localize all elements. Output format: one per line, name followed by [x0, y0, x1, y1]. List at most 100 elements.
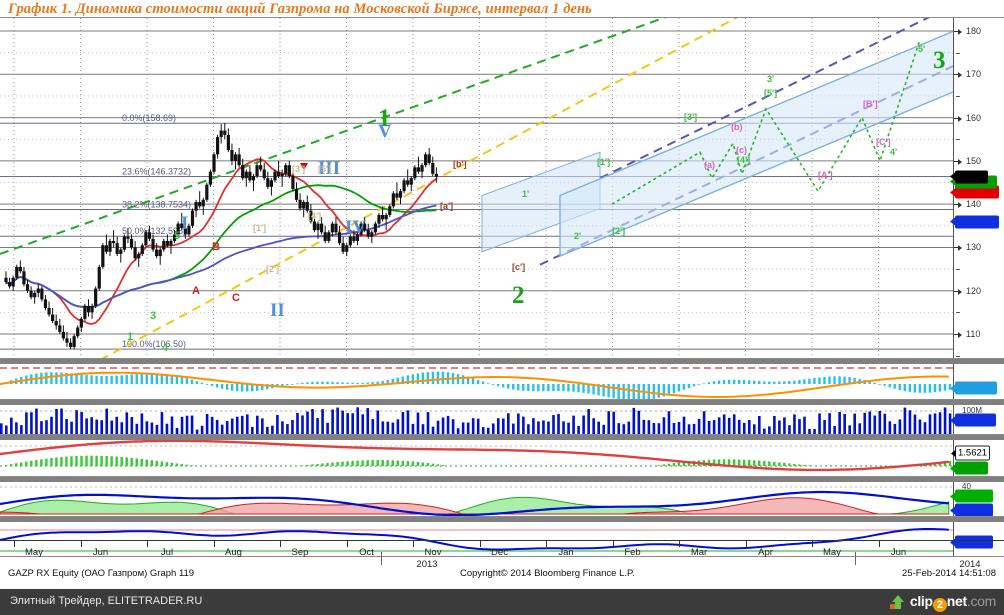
wave-label: 1	[378, 105, 391, 132]
page-title: График 1. Динамика стоимости акций Газпр…	[8, 1, 592, 17]
wave-label: [1']	[253, 223, 267, 233]
price-axis[interactable]: 180170160150140130120110146.35145.157714…	[949, 18, 1004, 358]
time-tick	[745, 540, 747, 547]
wave-label: (c)	[736, 145, 747, 155]
wave-label: [A']	[818, 170, 833, 180]
price-tick-label: 170	[966, 69, 982, 80]
fib-label: 23.6%(146.3732)	[122, 167, 191, 177]
wave-label: 5'	[918, 44, 926, 54]
price-minor-tick	[956, 139, 960, 141]
wave-label: III	[318, 158, 341, 179]
time-tick	[80, 540, 82, 547]
momentum-panel: 1.5621 0.1687	[0, 435, 1004, 477]
macd-axis[interactable]: -15.3748	[950, 364, 1004, 399]
month-label: May	[25, 547, 43, 558]
dmi-plot-area[interactable]	[0, 482, 954, 516]
price-tick-label: 140	[966, 199, 982, 210]
price-tick	[954, 332, 962, 339]
logo-text: clip 2 net.com	[909, 592, 996, 612]
rsi-plot-area[interactable]	[0, 522, 954, 556]
wave-label: [1']	[597, 157, 611, 167]
time-tick	[679, 540, 680, 547]
price-tick	[954, 115, 962, 122]
wave-label: [2']	[612, 226, 626, 236]
wave-label: I	[181, 213, 189, 234]
year-sep-2014	[855, 552, 856, 565]
price-minor-tick	[956, 269, 960, 271]
price-badge: 146.35	[949, 170, 989, 184]
volume-axis[interactable]: 100M 37.449M	[950, 405, 1004, 434]
month-label: Nov	[424, 547, 442, 558]
price-tick-label: 160	[966, 112, 982, 123]
price-tick	[954, 28, 962, 35]
dmi-plus-badge: 26.1455	[949, 489, 994, 503]
price-tick	[954, 245, 962, 252]
time-axis[interactable]: May Jun Jul Aug Sep Oct Nov Dec Jan Feb Mar Apr May J…	[0, 540, 1004, 570]
candlesticks	[4, 123, 438, 350]
macd-plot-area[interactable]	[0, 364, 954, 399]
year-label-2014: 2014	[959, 559, 981, 570]
price-tick-label: 150	[966, 155, 982, 166]
wave-label: II	[270, 300, 285, 321]
wave-label: A	[192, 285, 200, 297]
wave-label: (b)	[731, 122, 743, 132]
price-tick	[954, 202, 962, 209]
momentum-axis[interactable]: 1.5621 0.1687	[949, 440, 1004, 476]
fib-label: 100.0%(106.50)	[122, 339, 186, 349]
price-plot-area[interactable]: 0.0%(158.69) 23.6%(146.3732) 38.2%(138.753…	[0, 18, 954, 358]
wave-label: 3	[150, 310, 157, 322]
momentum-plot-area[interactable]	[0, 440, 954, 476]
momentum-signal-badge: 0.1687	[949, 461, 989, 475]
time-tick	[479, 540, 481, 547]
fib-label: 38.2%(138.7534)	[122, 200, 191, 210]
volume-value-badge: 37.449M	[950, 413, 996, 427]
wave-label: 4'	[890, 147, 898, 157]
wave-label: [3']	[684, 112, 698, 122]
dmi-panel: 40 26.1455 13.9797	[0, 477, 1004, 517]
volume-chart	[0, 407, 954, 434]
macd-panel: -15.3748	[0, 359, 1004, 400]
time-tick	[612, 540, 614, 547]
wave-label: [4']	[737, 155, 751, 165]
wave-label: [5']	[764, 88, 778, 98]
month-label: Apr	[758, 547, 773, 558]
dmi-axis[interactable]: 40 26.1455 13.9797	[949, 482, 1004, 516]
dmi-chart	[0, 486, 954, 516]
clip2net-logo[interactable]: clip 2 net.com	[889, 592, 996, 612]
time-tick	[413, 540, 414, 547]
upload-arrow-icon	[889, 595, 904, 609]
price-chart: 0.0%(158.69) 23.6%(146.3732) 38.2%(138.753…	[0, 18, 954, 358]
price-tick-label: 120	[966, 285, 982, 296]
rsi-axis[interactable]: 50.2332	[949, 522, 1004, 556]
month-label: Jan	[558, 547, 574, 558]
price-tick-label: 180	[966, 25, 982, 36]
wave-label: [b']	[453, 159, 467, 169]
chart-frame: 0.0%(158.69) 23.6%(146.3732) 38.2%(138.753…	[0, 17, 1004, 557]
volume-top-label: 100M	[962, 406, 983, 415]
volume-plot-area[interactable]	[0, 405, 954, 434]
wave-label: [4']	[308, 211, 322, 221]
price-tick-label: 110	[966, 329, 981, 340]
month-label: May	[823, 547, 841, 558]
time-tick	[346, 540, 348, 547]
time-tick	[213, 540, 215, 547]
wave-label: B	[212, 241, 220, 253]
fib-label: 50.0%(132.595)	[122, 226, 186, 236]
macd-value-badge: -15.3748	[950, 381, 997, 395]
rsi-panel: 50.2332	[0, 517, 1004, 557]
price-panel: 0.0%(158.69) 23.6%(146.3732) 38.2%(138.753…	[0, 17, 1004, 359]
momentum-value-badge: 1.5621	[950, 445, 991, 461]
wave-label: 3'	[767, 74, 775, 84]
price-minor-tick	[956, 95, 960, 97]
time-tick	[546, 540, 547, 547]
wave-label: C	[232, 292, 240, 304]
year-sep-2013	[381, 552, 382, 565]
month-label: Jun	[92, 547, 109, 558]
wave-label: [c']	[512, 262, 526, 272]
site-credit: Элитный Трейдер, ELITETRADER.RU	[10, 595, 203, 607]
momentum-chart	[0, 440, 954, 472]
price-minor-tick	[956, 312, 960, 314]
dmi-minus-badge: 13.9797	[949, 503, 994, 516]
price-badge: 142.7788	[950, 185, 999, 199]
